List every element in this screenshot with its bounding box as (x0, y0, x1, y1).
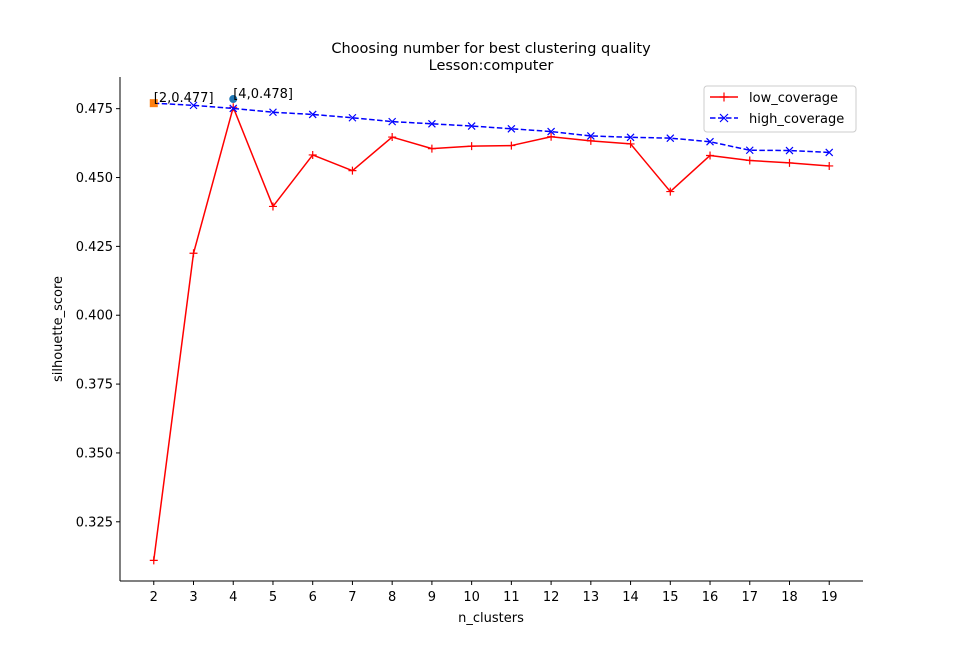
x-tick-label: 6 (309, 590, 317, 605)
y-tick-label: 0.375 (76, 378, 113, 393)
x-tick-label: 10 (463, 590, 480, 605)
data-point (626, 133, 635, 142)
legend-marker-x (719, 113, 729, 123)
data-point (547, 132, 556, 141)
legend-label-low-coverage: low_coverage (749, 91, 838, 106)
series-high-coverage (149, 99, 834, 157)
y-axis-label: silhouette_score (51, 276, 66, 382)
x-tick-label: 19 (821, 590, 838, 605)
chart-subtitle: Lesson:computer (429, 58, 554, 74)
x-axis-label: n_clusters (458, 611, 524, 626)
legend-marker-plus (719, 92, 729, 102)
data-point (268, 202, 277, 211)
x-tick-label: 16 (702, 590, 719, 605)
x-tick-label: 13 (583, 590, 600, 605)
data-point (706, 137, 714, 146)
data-point (745, 146, 754, 155)
data-point (706, 151, 715, 160)
data-point (269, 108, 277, 117)
data-point (785, 146, 794, 155)
data-point (308, 150, 317, 159)
data-point (189, 249, 198, 258)
data-point (189, 101, 198, 110)
data-point (507, 141, 516, 150)
data-point (586, 136, 595, 145)
series-low-coverage (149, 103, 834, 565)
data-point (825, 148, 834, 157)
data-point (586, 132, 595, 140)
data-point (149, 556, 158, 565)
data-point (388, 133, 397, 142)
data-point (348, 166, 357, 175)
x-tick-label: 8 (388, 590, 396, 605)
data-point (467, 122, 476, 130)
legend-item-high-coverage: high_coverage (710, 112, 844, 127)
series-line (153, 106, 830, 561)
data-point (229, 104, 238, 113)
y-axis-ticks: 0.325 0.350 0.375 0.400 0.425 0.450 0.475 (76, 102, 120, 530)
highlight-point: [4,0.478] (229, 87, 293, 104)
x-tick-label: 2 (150, 590, 158, 605)
x-tick-label: 9 (428, 590, 436, 605)
plot-area: [4,0.478] [2,0.477] (149, 87, 834, 565)
data-point (507, 124, 516, 133)
data-point (388, 117, 397, 126)
x-tick-label: 15 (662, 590, 679, 605)
data-point (785, 158, 794, 167)
y-tick-label: 0.350 (76, 446, 113, 461)
series-line (153, 102, 830, 154)
legend-label-high-coverage: high_coverage (749, 112, 844, 127)
x-tick-label: 4 (229, 590, 237, 605)
x-tick-label: 17 (741, 590, 758, 605)
highlight-annotation: [4,0.478] (233, 87, 293, 102)
x-tick-label: 5 (269, 590, 277, 605)
data-point (467, 142, 476, 151)
data-point (427, 144, 436, 153)
data-point (229, 103, 238, 112)
x-tick-label: 11 (503, 590, 520, 605)
y-tick-label: 0.400 (76, 309, 113, 324)
x-tick-label: 12 (543, 590, 560, 605)
highlight-marker-circle (229, 95, 238, 104)
y-tick-label: 0.325 (76, 515, 113, 530)
data-point (626, 139, 635, 148)
data-point (427, 119, 436, 128)
legend-box (703, 85, 857, 133)
y-tick-label: 0.450 (76, 171, 113, 186)
data-point (666, 187, 675, 196)
data-point (666, 134, 675, 143)
legend-item-low-coverage: low_coverage (710, 91, 838, 106)
data-point (825, 161, 834, 170)
legend: low_coverage high_coverage (703, 85, 857, 133)
data-point (308, 110, 317, 119)
y-tick-label: 0.425 (76, 240, 113, 255)
chart-title: Choosing number for best clustering qual… (331, 41, 651, 57)
highlight-annotation: [2,0.477] (154, 91, 214, 106)
highlight-point: [2,0.477] (149, 91, 214, 108)
y-tick-label: 0.475 (76, 102, 113, 117)
x-tick-label: 3 (189, 590, 197, 605)
x-tick-label: 18 (781, 590, 798, 605)
data-point (547, 127, 556, 136)
x-axis-ticks: 2 3 4 5 6 7 8 9 10 11 12 13 14 15 16 17 18 19 (150, 581, 838, 605)
x-tick-label: 14 (622, 590, 639, 605)
highlight-marker-square (149, 99, 158, 108)
data-point (348, 113, 357, 122)
data-point (745, 156, 754, 165)
x-tick-label: 7 (348, 590, 356, 605)
